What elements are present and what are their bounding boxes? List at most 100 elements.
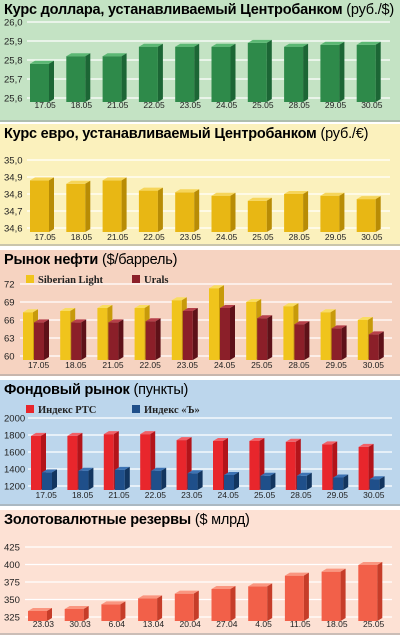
x-tick-label: 24.05 <box>218 490 240 500</box>
usd-chart-title: Курс доллара, устанавливаемый Центробанк… <box>4 2 395 18</box>
bar-series-2 <box>151 467 167 490</box>
y-tick-label: 69 <box>4 298 15 309</box>
y-tick-label: 72 <box>4 280 15 291</box>
y-tick-label: 25,8 <box>4 56 23 67</box>
panel-header <box>0 510 400 530</box>
bar <box>211 192 236 232</box>
bar-series-2 <box>71 319 87 360</box>
bar-series-2 <box>368 331 384 360</box>
y-tick-label: 425 <box>4 543 20 554</box>
bar <box>66 53 91 102</box>
bar-series-2 <box>187 470 203 490</box>
x-tick-label: 17.05 <box>35 232 57 242</box>
chart-panel-eur: 35,0 34,9 34,8 34,7 34,6 17.05 18.05 21.05 22.05… <box>0 124 400 246</box>
bar <box>248 583 273 621</box>
bar <box>284 43 309 102</box>
y-tick-label: 1600 <box>4 448 25 459</box>
x-tick-label: 18.05 <box>326 619 348 629</box>
y-tick-label: 400 <box>4 560 20 571</box>
y-tick-label: 34,6 <box>4 224 23 235</box>
x-tick-label: 22.05 <box>143 100 165 110</box>
legend-swatch <box>132 275 140 283</box>
x-tick-label: 20.04 <box>180 619 202 629</box>
bar-series-2 <box>182 308 198 360</box>
x-tick-label: 17.05 <box>35 100 57 110</box>
bar-series-2 <box>114 466 130 490</box>
x-tick-label: 23.05 <box>180 232 202 242</box>
bar-series-2 <box>333 474 349 490</box>
x-tick-label: 21.05 <box>108 490 130 500</box>
y-tick-label: 34,8 <box>4 190 23 201</box>
x-tick-label: 23.03 <box>33 619 55 629</box>
bar <box>321 568 346 621</box>
x-tick-label: 28.05 <box>288 360 310 370</box>
bar <box>102 177 127 232</box>
bar <box>28 608 52 621</box>
y-tick-label: 35,0 <box>4 156 23 167</box>
x-tick-label: 29.05 <box>325 232 347 242</box>
bar <box>102 53 127 102</box>
y-tick-label: 60 <box>4 352 15 363</box>
bar-series-2 <box>260 472 276 490</box>
y-tick-label: 63 <box>4 334 15 345</box>
bar <box>175 189 200 232</box>
panel-header <box>0 380 400 400</box>
legend: Siberian Light Urals <box>26 275 169 286</box>
x-tick-label: 30.05 <box>361 100 383 110</box>
y-tick-label: 34,9 <box>4 173 23 184</box>
bar <box>66 180 91 232</box>
bar-series-2 <box>331 325 347 360</box>
bar-series-2 <box>42 469 57 490</box>
bar <box>138 187 163 232</box>
x-tick-label: 24.05 <box>214 360 236 370</box>
bar <box>30 60 54 102</box>
legend-swatch <box>26 405 34 413</box>
stock-chart: 2000 1800 1600 1400 1200 Индекс РТС Индекс «Ъ»… <box>0 380 400 506</box>
bar <box>356 41 381 102</box>
x-tick-label: 25.05 <box>252 100 274 110</box>
y-tick-label: 1800 <box>4 431 25 442</box>
bar <box>138 595 163 621</box>
oil-chart-title: Рынок нефти ($/баррель) <box>4 252 178 268</box>
bar <box>211 586 236 621</box>
eur-chart: 35,0 34,9 34,8 34,7 34,6 17.05 18.05 21.05 22.05… <box>0 124 400 246</box>
x-tick-label: 18.05 <box>72 490 94 500</box>
legend-label: Индекс «Ъ» <box>144 405 200 416</box>
bar <box>247 39 272 102</box>
x-tick-label: 13.04 <box>143 619 165 629</box>
x-tick-label: 23.05 <box>181 490 203 500</box>
y-tick-label: 25,9 <box>4 37 23 48</box>
x-tick-label: 18.05 <box>71 232 93 242</box>
x-tick-label: 25.05 <box>251 360 273 370</box>
bar <box>211 43 236 102</box>
x-tick-label: 29.05 <box>326 360 348 370</box>
x-tick-label: 21.05 <box>107 100 129 110</box>
y-tick-label: 1400 <box>4 465 25 476</box>
x-tick-label: 4.05 <box>255 619 272 629</box>
oil-chart: 72 69 66 63 60 Siberian Light Urals 17.05 18.05 2… <box>0 250 400 376</box>
x-tick-label: 17.05 <box>36 490 58 500</box>
x-tick-label: 28.05 <box>290 490 312 500</box>
bar-series-2 <box>294 321 310 360</box>
chart-panel-usd: 26,0 25,9 25,8 25,7 25,6 17.05 18.05 21.05 22.05… <box>0 0 400 122</box>
panel-header <box>0 124 400 144</box>
eur-chart-title: Курс евро, устанавливаемый Центробанком … <box>4 126 369 142</box>
x-tick-label: 22.05 <box>145 490 167 500</box>
bar <box>320 192 345 232</box>
x-tick-label: 30.05 <box>363 360 385 370</box>
bar-series-2 <box>220 305 235 360</box>
bar <box>101 601 126 621</box>
y-tick-label: 25,6 <box>4 94 23 105</box>
y-tick-label: 26,0 <box>4 18 23 29</box>
y-tick-label: 1200 <box>4 482 25 493</box>
y-tick-label: 325 <box>4 613 20 624</box>
legend: Индекс РТС Индекс «Ъ» <box>26 405 200 416</box>
x-tick-label: 24.05 <box>216 232 238 242</box>
x-tick-label: 29.05 <box>325 100 347 110</box>
x-tick-label: 23.05 <box>180 100 202 110</box>
panel-header <box>0 250 400 270</box>
reserves-chart-title: Золотовалютные резервы ($ млрд) <box>4 512 250 528</box>
bar <box>138 43 163 102</box>
bar-series-2 <box>369 476 385 490</box>
panel-header <box>0 0 400 20</box>
